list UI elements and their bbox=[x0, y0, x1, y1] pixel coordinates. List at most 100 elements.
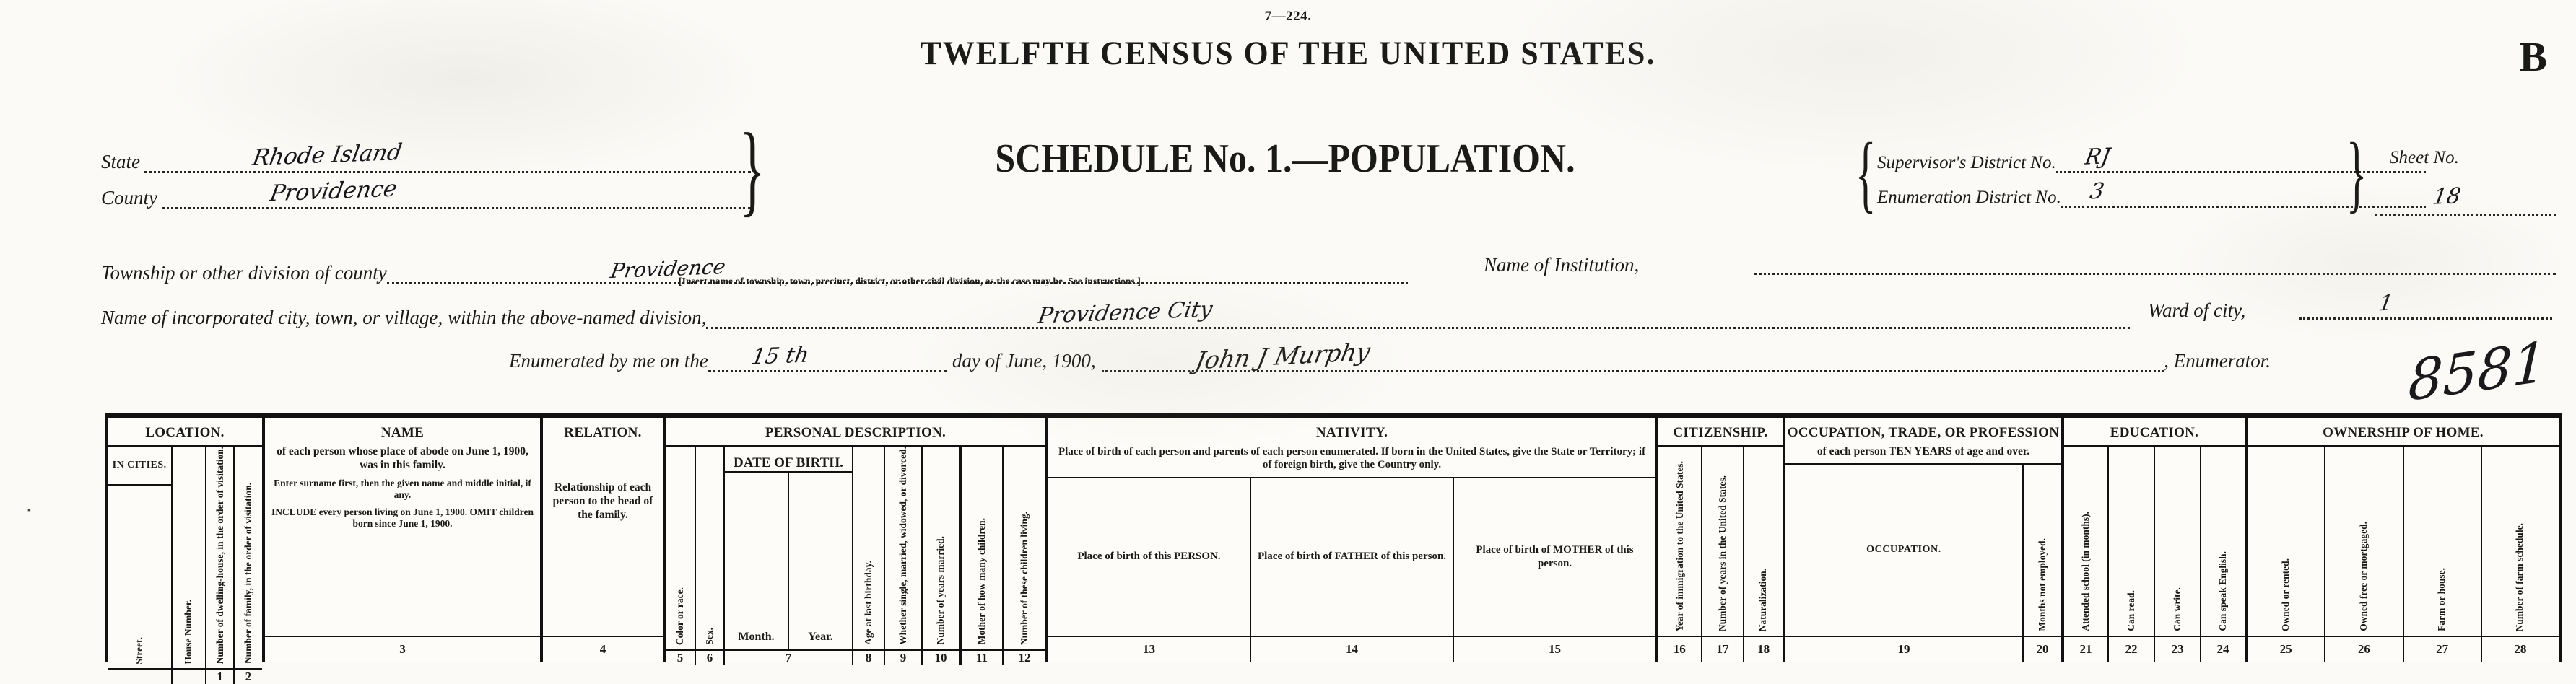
group-name-note1: Enter surname first, then the given name… bbox=[274, 477, 531, 501]
col-in-cities: IN CITIES. Street. bbox=[108, 446, 173, 669]
colnum-can-read: 22 bbox=[2109, 637, 2155, 662]
form-number: 7—224. bbox=[1264, 9, 1312, 24]
group-citizenship: CITIZENSHIP. Year of immigration to the … bbox=[1658, 418, 1785, 662]
col-can-speak-english: Can speak English. bbox=[2201, 447, 2245, 636]
col-year-immigration-label: Year of immigration to the United States… bbox=[1674, 460, 1685, 631]
ward-field[interactable]: 1 bbox=[2299, 291, 2552, 320]
col-years-married: Number of years married. bbox=[923, 446, 962, 649]
county-field[interactable]: Providence bbox=[162, 175, 751, 209]
city-field[interactable]: Providence City bbox=[706, 297, 2130, 329]
margin-mark: ▪ bbox=[27, 505, 31, 516]
col-age-label: Age at last birthday. bbox=[862, 560, 874, 645]
enumerated-day-value: 15 th bbox=[749, 342, 811, 370]
colnum-birthplace-father: 14 bbox=[1251, 637, 1454, 662]
col-attended-school-label: Attended school (in months). bbox=[2080, 512, 2092, 631]
city-row: Name of incorporated city, town, or vill… bbox=[101, 297, 2130, 329]
county-row: County Providence bbox=[101, 173, 751, 209]
group-relation-sub: Relationship of each person to the head … bbox=[552, 481, 653, 521]
group-ownership-title: OWNERSHIP OF HOME. bbox=[2248, 418, 2559, 447]
supervisor-district-field[interactable]: RJ bbox=[2055, 144, 2426, 173]
col-farm-or-house-label: Farm or house. bbox=[2436, 568, 2447, 631]
enumeration-district-row: Enumeration District No. 3 bbox=[1877, 173, 2426, 208]
group-name-note2: INCLUDE every person living on June 1, 1… bbox=[271, 506, 534, 530]
sheet-no-field[interactable] bbox=[2375, 214, 2556, 216]
colnum-dwelling: 1 bbox=[206, 670, 235, 684]
group-occupation-sub: of each person TEN YEARS of age and over… bbox=[1816, 444, 2030, 457]
col-occupation: OCCUPATION. bbox=[1785, 464, 2024, 636]
colnum-years-in-us: 17 bbox=[1702, 637, 1745, 662]
enumerated-label: Enumerated by me on the bbox=[509, 350, 708, 372]
col-owned-or-rented: Owned or rented. bbox=[2248, 446, 2326, 636]
supervisor-district-value: RJ bbox=[2082, 144, 2112, 170]
colnum-naturalization: 18 bbox=[1757, 642, 1770, 656]
colnum-name: 3 bbox=[265, 636, 540, 662]
corner-letter: B bbox=[2519, 33, 2547, 80]
colnum-can-write: 23 bbox=[2155, 637, 2201, 662]
col-can-write-label: Can write. bbox=[2171, 587, 2183, 631]
col-birthplace-mother-label: Place of birth of MOTHER of this person. bbox=[1476, 543, 1634, 570]
enumerator-signature-field[interactable]: John J Murphy bbox=[1101, 337, 2164, 375]
col-occupation-label: OCCUPATION. bbox=[1866, 544, 1941, 556]
enumerated-date-text: day of June, 1900, bbox=[952, 350, 1096, 372]
group-ownership-of-home: OWNERSHIP OF HOME. Owned or rented. Owne… bbox=[2248, 418, 2559, 662]
col-naturalization: Naturalization. bbox=[1744, 447, 1783, 636]
group-name: NAME of each person whose place of abode… bbox=[265, 418, 543, 662]
colnum-can-speak-english: 24 bbox=[2216, 642, 2229, 656]
state-field[interactable]: Rhode Island bbox=[144, 139, 751, 173]
group-name-title: NAME bbox=[380, 425, 425, 440]
ward-value: 1 bbox=[2376, 290, 2396, 317]
colnum-family: 2 bbox=[245, 670, 252, 684]
institution-label: Name of Institution, bbox=[1484, 254, 1640, 276]
districts-block: Supervisor's District No. RJ Enumeration… bbox=[1877, 139, 2426, 208]
supervisor-district-row: Supervisor's District No. RJ bbox=[1877, 139, 2426, 173]
colnum-color-race: 5 bbox=[666, 650, 696, 665]
col-farm-schedule-number-label: Number of farm schedule. bbox=[2514, 522, 2525, 631]
sheet-stamp: 8581 bbox=[2406, 328, 2548, 414]
col-can-write: Can write. bbox=[2155, 446, 2201, 636]
col-mother-children: Mother of how many children. bbox=[962, 446, 1004, 649]
colnum-occupation: 19 bbox=[1785, 637, 2024, 662]
township-note: [Insert name of township, town, precinct… bbox=[679, 276, 1141, 286]
col-birthplace-mother: Place of birth of MOTHER of this person. bbox=[1454, 478, 1655, 636]
colnum-attended-school: 21 bbox=[2064, 637, 2109, 662]
enumerator-signature: John J Murphy bbox=[1192, 337, 1372, 375]
colnum-farm-or-house: 27 bbox=[2404, 637, 2482, 662]
col-years-in-us-label: Number of years in the United States. bbox=[1717, 475, 1728, 631]
col-attended-school: Attended school (in months). bbox=[2064, 446, 2109, 636]
group-occupation: OCCUPATION, TRADE, OR PROFESSION of each… bbox=[1785, 418, 2064, 662]
col-house-number: House Number. bbox=[173, 446, 207, 669]
group-nativity: NATIVITY. Place of birth of each person … bbox=[1048, 418, 1658, 662]
identification-block: State Rhode Island County Providence bbox=[101, 137, 751, 209]
colnum-farm-schedule-number: 28 bbox=[2514, 642, 2527, 656]
colnum-owned-free-mortgaged: 26 bbox=[2325, 637, 2404, 662]
col-birth-year-label: Year. bbox=[808, 630, 833, 643]
colnum-street bbox=[108, 670, 173, 684]
colnum-birthplace-mother: 15 bbox=[1549, 642, 1561, 656]
township-field[interactable]: Providence bbox=[386, 255, 1408, 284]
schedule-title: SCHEDULE No. 1.—POPULATION. bbox=[995, 135, 1575, 181]
colnum-marital-status: 9 bbox=[885, 650, 923, 665]
col-naturalization-label: Naturalization. bbox=[1757, 568, 1769, 631]
state-value: Rhode Island bbox=[250, 139, 404, 172]
col-owned-free-mortgaged: Owned free or mortgaged. bbox=[2325, 446, 2404, 636]
colnum-relation: 4 bbox=[543, 636, 663, 662]
institution-field[interactable] bbox=[1754, 254, 2556, 275]
enumerated-row: Enumerated by me on the 15 th day of Jun… bbox=[509, 337, 2271, 375]
col-can-read: Can read. bbox=[2109, 446, 2155, 636]
enumerator-label: , Enumerator. bbox=[2164, 350, 2271, 372]
census-sheet: 7—224. TWELFTH CENSUS OF THE UNITED STAT… bbox=[27, 9, 2562, 684]
col-birthplace-person-label: Place of birth of this PERSON. bbox=[1077, 551, 1221, 563]
enumeration-district-label: Enumeration District No. bbox=[1877, 188, 2061, 207]
group-nativity-title: NATIVITY. bbox=[1315, 425, 1388, 440]
enumeration-district-field[interactable]: 3 bbox=[2061, 179, 2426, 208]
col-family-number-label: Number of family, in the order of visita… bbox=[243, 483, 254, 665]
state-row: State Rhode Island bbox=[101, 137, 751, 173]
col-years-married-label: Number of years married. bbox=[934, 536, 946, 645]
col-house-number-label: House Number. bbox=[183, 599, 194, 665]
col-months-not-employed-label: Months not employed. bbox=[2037, 538, 2048, 631]
enumeration-district-value: 3 bbox=[2087, 178, 2106, 205]
enumerated-day-field[interactable]: 15 th bbox=[708, 342, 947, 372]
col-birthplace-father-label: Place of birth of FATHER of this person. bbox=[1257, 551, 1447, 563]
col-children-living: Number of these children living. bbox=[1004, 447, 1045, 649]
col-dwelling-number: Number of dwelling-house, in the order o… bbox=[206, 446, 235, 669]
